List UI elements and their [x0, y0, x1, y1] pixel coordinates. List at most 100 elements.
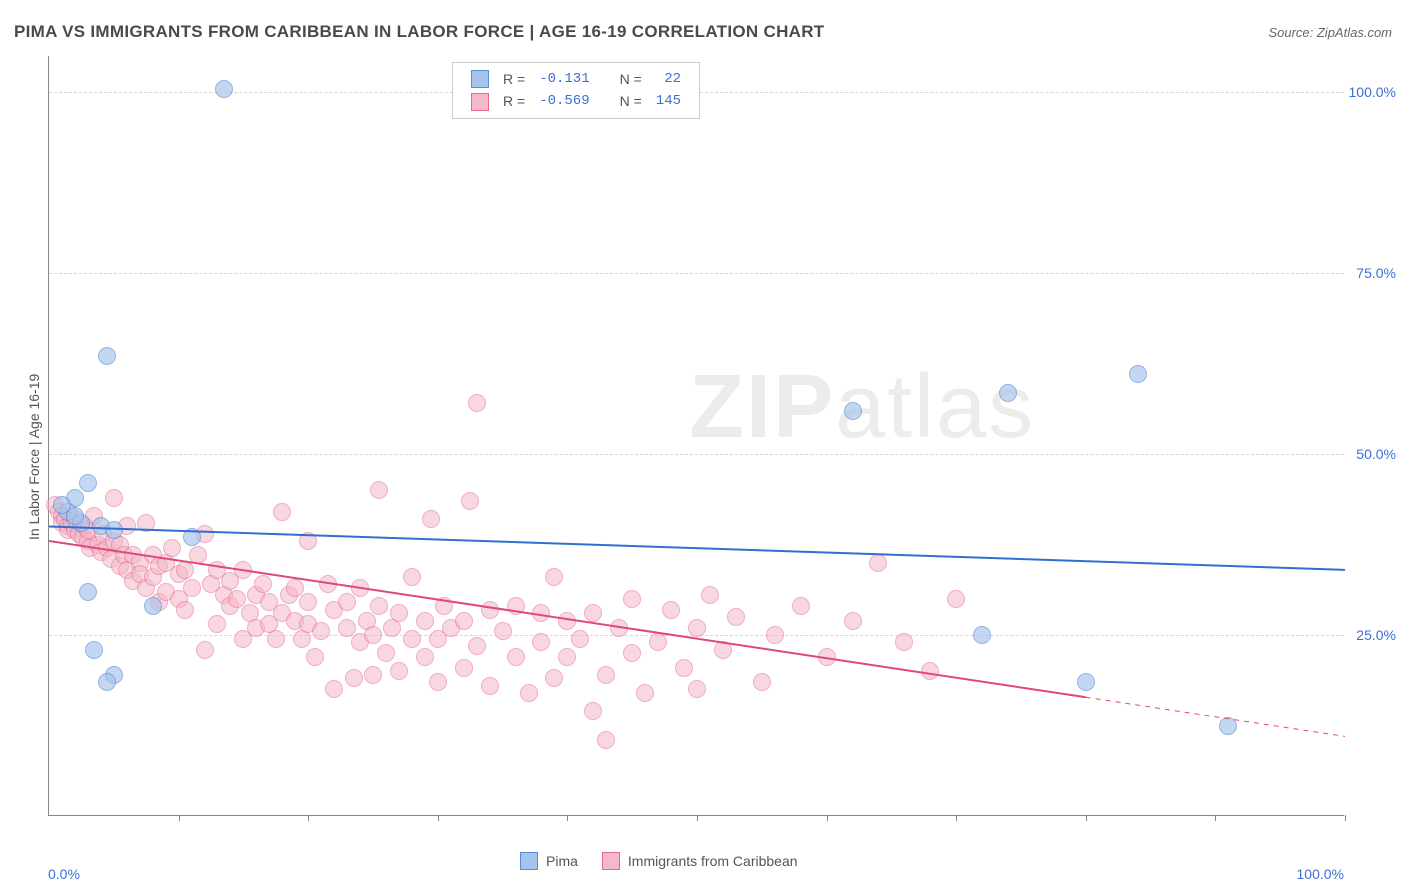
caribbean-point [137, 514, 155, 532]
pima-point [1077, 673, 1095, 691]
caribbean-point [234, 561, 252, 579]
y-axis-label: In Labor Force | Age 16-19 [26, 374, 42, 540]
pima-point [1219, 717, 1237, 735]
caribbean-point [532, 633, 550, 651]
caribbean-point [364, 626, 382, 644]
caribbean-point [753, 673, 771, 691]
caribbean-point [455, 612, 473, 630]
chart-title: PIMA VS IMMIGRANTS FROM CARIBBEAN IN LAB… [14, 22, 825, 42]
caribbean-point [675, 659, 693, 677]
caribbean-point [947, 590, 965, 608]
caribbean-point [403, 630, 421, 648]
gridline-horizontal [49, 273, 1344, 274]
caribbean-point [312, 622, 330, 640]
r-value: -0.569 [533, 91, 595, 111]
watermark: ZIPatlas [689, 356, 1035, 459]
caribbean-point [364, 666, 382, 684]
pima-point [79, 583, 97, 601]
caribbean-point [610, 619, 628, 637]
legend-label: Immigrants from Caribbean [628, 853, 798, 869]
x-tick-mark [179, 815, 180, 821]
legend-swatch [602, 852, 620, 870]
n-label: N = [614, 69, 648, 89]
pima-point [144, 597, 162, 615]
caribbean-point [494, 622, 512, 640]
pima-point [79, 474, 97, 492]
n-value: 22 [650, 69, 687, 89]
caribbean-point [390, 604, 408, 622]
n-label: N = [614, 91, 648, 111]
caribbean-point [727, 608, 745, 626]
y-tick-label: 75.0% [1356, 265, 1396, 281]
x-tick-mark [1345, 815, 1346, 821]
x-tick-label: 100.0% [1297, 866, 1344, 882]
r-value: -0.131 [533, 69, 595, 89]
source-attribution: Source: ZipAtlas.com [1268, 25, 1392, 40]
caribbean-point [299, 593, 317, 611]
pima-point [53, 496, 71, 514]
caribbean-point [597, 666, 615, 684]
caribbean-point [416, 648, 434, 666]
caribbean-point [558, 648, 576, 666]
caribbean-point [461, 492, 479, 510]
caribbean-point [370, 481, 388, 499]
x-tick-mark [956, 815, 957, 821]
header: PIMA VS IMMIGRANTS FROM CARIBBEAN IN LAB… [14, 22, 1392, 42]
caribbean-point [338, 619, 356, 637]
x-tick-mark [567, 815, 568, 821]
caribbean-point [319, 575, 337, 593]
caribbean-point [636, 684, 654, 702]
correlation-stats-legend: R =-0.131N =22R =-0.569N =145 [452, 62, 700, 119]
caribbean-point [196, 641, 214, 659]
caribbean-point [921, 662, 939, 680]
caribbean-point [370, 597, 388, 615]
legend-item: Immigrants from Caribbean [602, 852, 798, 870]
caribbean-point [176, 601, 194, 619]
caribbean-point [325, 680, 343, 698]
series-legend: Pima Immigrants from Caribbean [520, 852, 798, 870]
caribbean-point [701, 586, 719, 604]
watermark-light: atlas [835, 357, 1035, 457]
pima-point [999, 384, 1017, 402]
caribbean-point [105, 489, 123, 507]
x-tick-mark [1215, 815, 1216, 821]
n-value: 145 [650, 91, 687, 111]
pima-point [844, 402, 862, 420]
caribbean-point [844, 612, 862, 630]
caribbean-point [481, 677, 499, 695]
caribbean-point [183, 579, 201, 597]
r-label: R = [497, 69, 531, 89]
caribbean-point [571, 630, 589, 648]
y-tick-label: 100.0% [1349, 84, 1396, 100]
caribbean-point [189, 546, 207, 564]
caribbean-point [267, 630, 285, 648]
caribbean-point [345, 669, 363, 687]
caribbean-point [766, 626, 784, 644]
legend-item: Pima [520, 852, 578, 870]
legend-swatch [520, 852, 538, 870]
caribbean-point [377, 644, 395, 662]
x-tick-mark [308, 815, 309, 821]
caribbean-point [869, 554, 887, 572]
caribbean-point [286, 579, 304, 597]
caribbean-point [208, 615, 226, 633]
caribbean-point [507, 597, 525, 615]
gridline-horizontal [49, 454, 1344, 455]
caribbean-point [403, 568, 421, 586]
caribbean-point [895, 633, 913, 651]
caribbean-point [435, 597, 453, 615]
caribbean-point [468, 394, 486, 412]
caribbean-point [532, 604, 550, 622]
caribbean-point [623, 644, 641, 662]
pima-point [1129, 365, 1147, 383]
caribbean-point [688, 680, 706, 698]
legend-label: Pima [546, 853, 578, 869]
pima-point [973, 626, 991, 644]
scatter-plot-area: ZIPatlas [48, 56, 1344, 816]
caribbean-point [520, 684, 538, 702]
pima-point [105, 521, 123, 539]
caribbean-point [176, 561, 194, 579]
caribbean-point [455, 659, 473, 677]
caribbean-point [163, 539, 181, 557]
caribbean-point [306, 648, 324, 666]
